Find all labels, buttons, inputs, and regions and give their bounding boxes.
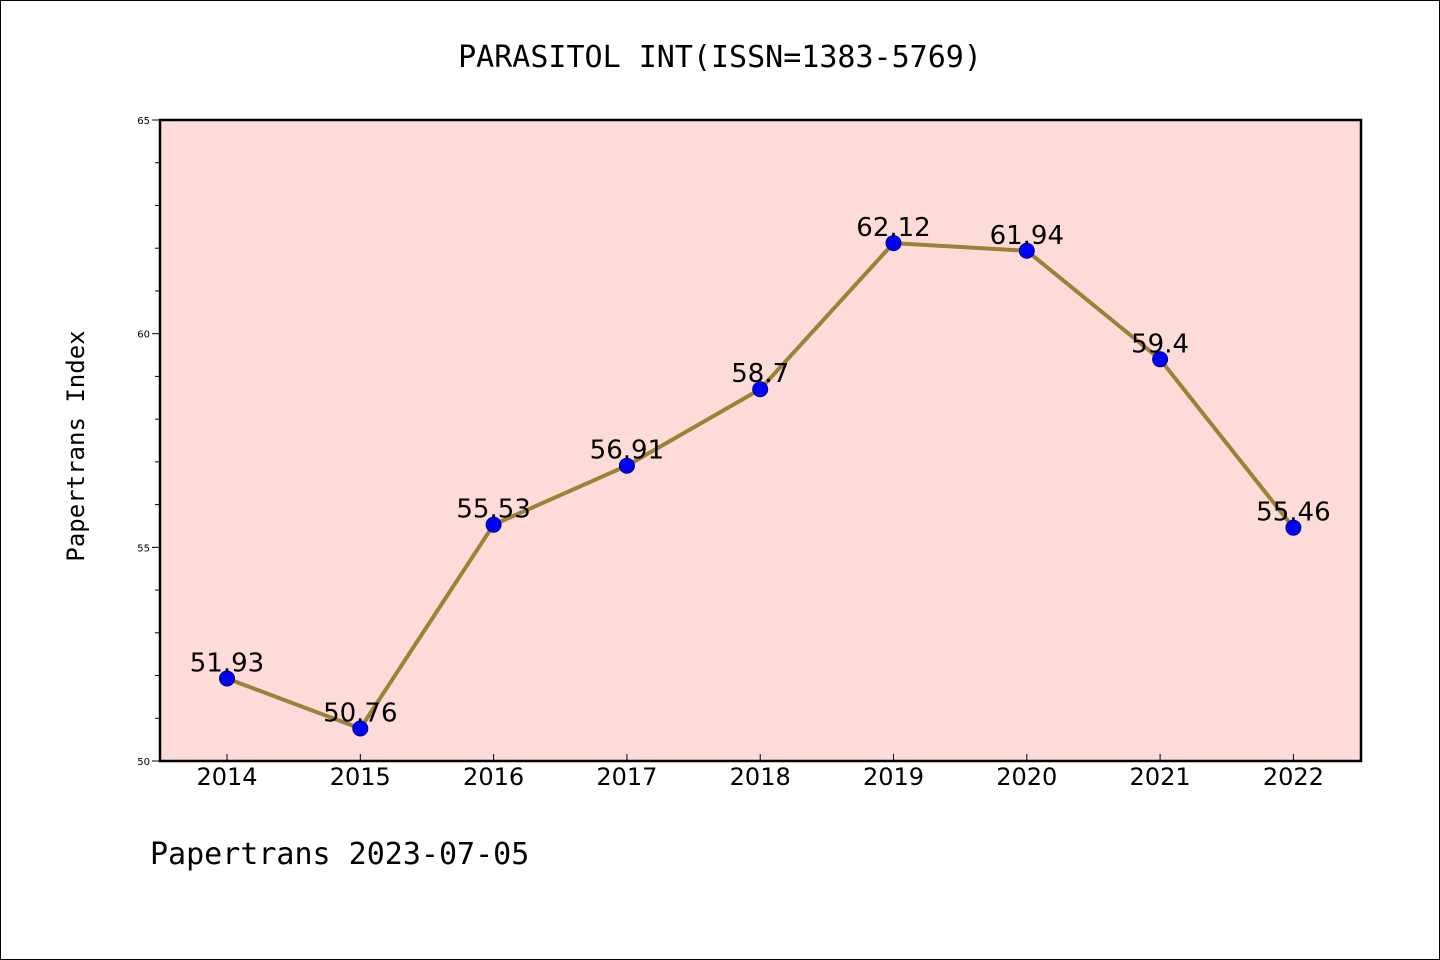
series-markers: [219, 235, 1302, 737]
data-point: [885, 235, 902, 252]
x-tick-label: 2018: [730, 763, 791, 791]
y-tick-label: 55: [137, 543, 150, 554]
y-tick-label: 50: [137, 757, 150, 768]
data-point: [1018, 242, 1035, 259]
data-point: [219, 670, 235, 687]
data-label: 59.4: [1131, 329, 1189, 359]
data-label: 61.94: [990, 221, 1064, 251]
data-label: 56.91: [590, 436, 664, 466]
data-point: [618, 457, 635, 474]
data-label: 55.46: [1256, 498, 1330, 528]
data-point: [752, 381, 769, 398]
y-axis-label: Papertrans Index: [62, 330, 90, 561]
x-tick-label: 2017: [596, 763, 657, 791]
data-label: 50.76: [323, 699, 397, 729]
data-point: [352, 720, 369, 737]
plot-border: [158, 118, 1363, 763]
footer-credit: Papertrans 2023-07-05: [150, 837, 529, 872]
x-axis-ticks: 2014 2015 2016 2017 2018 2019 2020 2021 2022: [196, 754, 1324, 791]
data-point: [485, 516, 502, 533]
x-tick-label: 2015: [330, 763, 391, 791]
x-tick-label: 2022: [1263, 763, 1324, 791]
data-label: 55.53: [456, 495, 530, 525]
x-tick-label: 2014: [196, 763, 257, 791]
data-label: 62.12: [856, 213, 930, 243]
data-label: 58.7: [731, 359, 789, 389]
x-tick-label: 2021: [1130, 763, 1191, 791]
y-tick-label: 60: [137, 330, 150, 341]
data-point: [1152, 351, 1169, 368]
y-tick-label: 65: [137, 116, 150, 127]
data-label: 51.93: [190, 649, 264, 679]
x-tick-label: 2019: [863, 763, 924, 791]
y-axis-ticks: 50 55 60 65: [137, 116, 150, 768]
x-tick-label: 2020: [996, 763, 1057, 791]
data-point: [1285, 519, 1302, 536]
x-tick-label: 2016: [463, 763, 524, 791]
data-labels: 51.93 50.76 55.53 56.91 58.7 62.12 61.94 59.4 55…: [190, 213, 1331, 728]
plot-area: [160, 120, 1361, 761]
chart-title: PARASITOL INT(ISSN=1383-5769): [458, 40, 982, 75]
